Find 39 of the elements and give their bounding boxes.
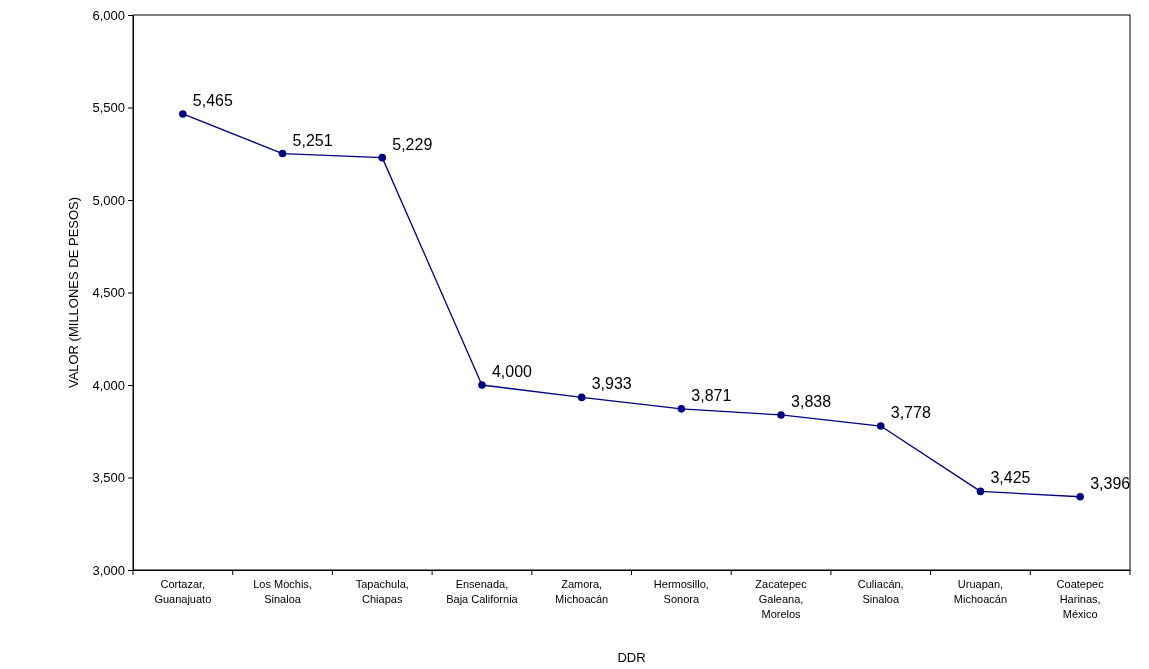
data-label: 5,229: [392, 135, 433, 153]
x-tick-label: Zamora, Michoacán: [555, 578, 609, 605]
point: [876, 422, 885, 430]
x-tick-label: Hermosillo, Sonora: [653, 578, 709, 605]
y-tick-label: 5,000: [92, 192, 125, 208]
y-tick-label: 5,500: [92, 100, 125, 116]
x-tick-label: Cortazar, Guanajuato: [154, 578, 212, 605]
x-tick-label: Ensenada, Baja California: [446, 578, 519, 605]
y-tick-label: 3,500: [92, 470, 125, 486]
data-label: 3,396: [1090, 474, 1131, 492]
y-tick-label: 3,000: [92, 562, 125, 578]
data-label: 3,778: [890, 404, 931, 422]
data-label: 5,251: [292, 131, 333, 149]
point: [378, 153, 387, 162]
data-label: 3,838: [791, 392, 832, 410]
point: [1076, 492, 1084, 501]
point: [478, 381, 486, 389]
point: [278, 149, 287, 158]
y-tick-label: 4,500: [92, 285, 125, 301]
point: [976, 487, 985, 496]
x-tick-label: Los Mochis, Sinaloa: [253, 578, 312, 605]
data-label: 3,425: [990, 469, 1031, 487]
point: [577, 393, 586, 402]
x-tick-label: Coatepec Harinas, México: [1056, 578, 1105, 620]
y-tick-label: 4,000: [92, 377, 125, 393]
x-tick-label: Tapachula, Chiapas: [355, 578, 409, 605]
point: [179, 110, 187, 118]
data-label: 4,000: [491, 363, 533, 380]
data-label: 5,465: [192, 91, 233, 109]
x-tick-label: Zacatepec Galeana, Morelos: [755, 578, 808, 620]
data-label: 3,933: [591, 375, 632, 393]
x-tick-label: Uruapan, Michoacán: [953, 578, 1008, 605]
point: [777, 411, 785, 419]
y-axis-title: VALOR (MILLONES DE PESOS): [66, 196, 81, 389]
y-tick-label: 6,000: [92, 7, 125, 23]
x-tick-label: Culiacán, Sinaloa: [857, 578, 904, 605]
data-label: 3,871: [691, 386, 732, 404]
point: [677, 405, 686, 413]
x-axis-title: DDR: [617, 650, 646, 665]
